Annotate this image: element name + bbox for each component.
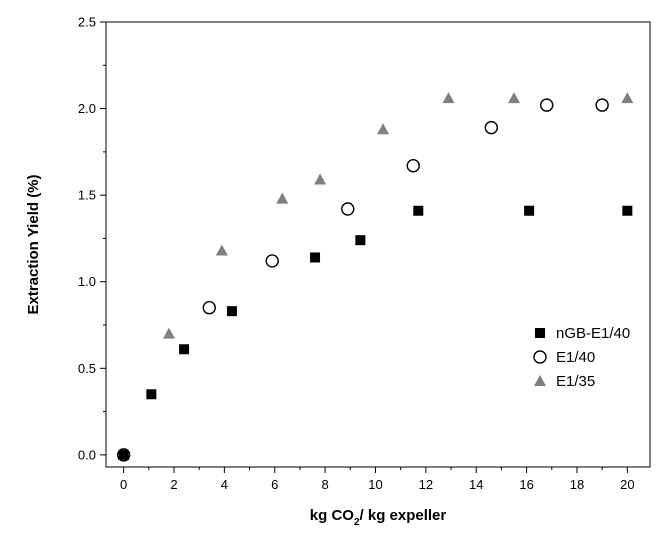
axes: 0 2 4 6 8 10 12 14 16 18 20 0.0 0.5 1.0 1.5 2.0 2.5 [78, 15, 651, 492]
data-marks [116, 92, 634, 462]
legend-label-e1-35: E1/35 [556, 373, 595, 390]
x-tick-label: 10 [368, 477, 382, 492]
x-tick-label: 18 [570, 477, 584, 492]
x-axis-title-rest: / kg expeller [360, 507, 447, 524]
y-tick-label: 2.0 [78, 101, 96, 116]
legend-marker-e1-40 [533, 350, 547, 364]
plot-frame [105, 21, 651, 468]
point-e1-35 [314, 173, 327, 185]
point-ngb-e1-40 [622, 205, 633, 216]
point-e1-40 [265, 254, 279, 268]
x-tick-label: 20 [620, 477, 634, 492]
point-e1-35 [377, 123, 390, 135]
x-axis-title: kg CO2/ kg expeller [310, 507, 447, 528]
legend-label-ngb-e1-40: nGB-E1/40 [556, 325, 630, 342]
y-axis-title: Extraction Yield (%) [25, 174, 42, 314]
point-e1-40 [406, 159, 420, 173]
point-e1-40 [484, 120, 499, 135]
y-tick-label: 1.0 [78, 274, 96, 289]
x-tick-label: 4 [221, 477, 228, 492]
point-e1-40 [540, 98, 554, 112]
point-ngb-e1-40 [179, 344, 190, 355]
point-e1-40 [595, 98, 609, 112]
y-tick-label: 2.5 [78, 15, 96, 30]
point-ngb-e1-40 [310, 252, 321, 263]
point-ngb-e1-40 [524, 205, 535, 216]
x-tick-label: 8 [321, 477, 328, 492]
point-e1-35 [215, 244, 228, 256]
x-tick-label: 2 [170, 477, 177, 492]
point-ngb-e1-40 [226, 306, 237, 317]
point-e1-40 [341, 202, 355, 216]
x-tick-label: 0 [120, 477, 127, 492]
point-e1-35 [162, 327, 175, 339]
point-ngb-e1-40 [146, 389, 157, 400]
point-e1-40 [202, 301, 216, 315]
point-e1-35 [442, 92, 455, 104]
legend-label-e1-40: E1/40 [556, 349, 595, 366]
legend-marker-e1-35 [534, 374, 546, 386]
point-e1-35 [508, 92, 520, 104]
y-tick-label: 1.5 [78, 188, 96, 203]
x-tick-label: 6 [271, 477, 278, 492]
y-tick-label: 0.5 [78, 361, 96, 376]
legend: nGB-E1/40 E1/40 E1/35 [533, 325, 630, 390]
legend-marker-ngb-e1-40 [535, 328, 545, 338]
point-ngb-e1-40 [355, 235, 366, 246]
x-axis-title-main: kg CO [310, 507, 355, 524]
y-tick-label: 0.0 [78, 447, 96, 462]
x-tick-label: 16 [519, 477, 533, 492]
point-ngb-e1-40 [118, 449, 129, 460]
x-tick-label: 12 [419, 477, 433, 492]
point-e1-35 [276, 192, 289, 204]
point-e1-40 [116, 448, 131, 462]
point-e1-35 [621, 92, 634, 104]
x-tick-label: 14 [469, 477, 483, 492]
point-ngb-e1-40 [413, 205, 424, 216]
x-axis-title-subscript: 2 [354, 517, 360, 528]
